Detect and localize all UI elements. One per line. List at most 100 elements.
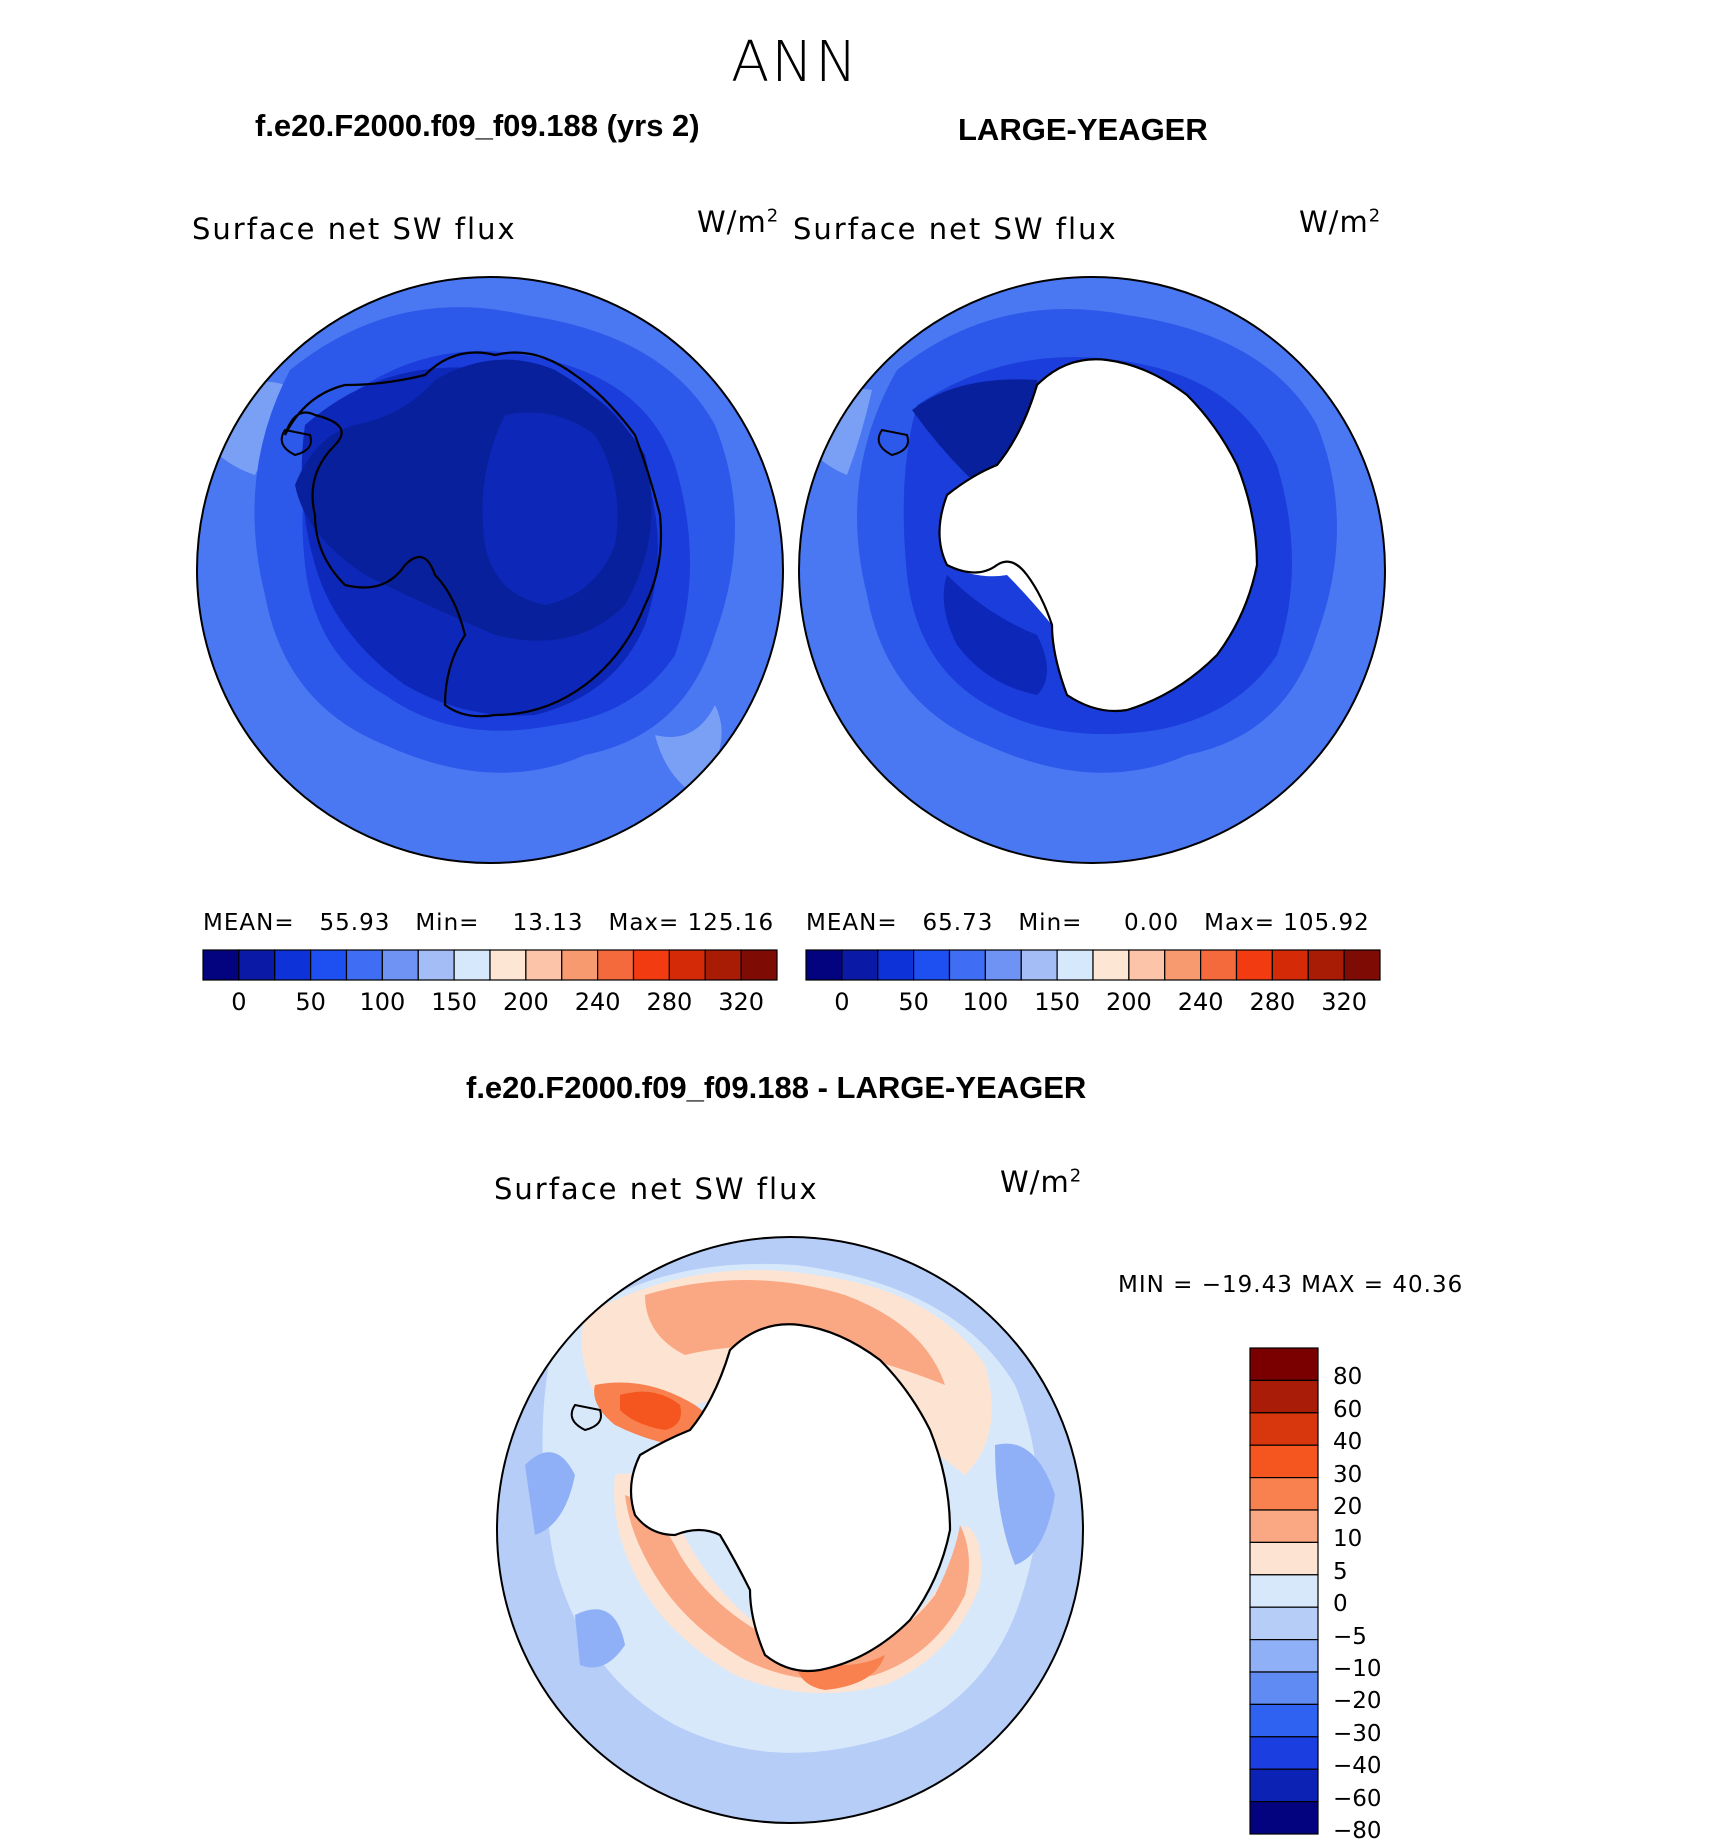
colorbar-swatch [597,949,635,981]
colorbar-swatch [310,949,348,981]
colorbar-swatch [1249,1477,1319,1511]
colorbar-swatch [1271,949,1309,981]
colorbar-swatch [489,949,527,981]
colorbar-swatch [1128,949,1166,981]
colorbar-tick-label: 0 [1333,1591,1348,1618]
colorbar-swatch [561,949,599,981]
season-title: ANN [730,30,860,95]
panel1-colorbar [202,949,778,981]
colorbar-swatch [1249,1541,1319,1576]
colorbar-tick-label: 100 [962,988,1009,1016]
panel1-colorbar-ticks: 0 50 100 150 200 240 280 320 [203,988,777,1018]
colorbar-swatch [1249,1379,1319,1414]
diff-panel-title: f.e20.F2000.f09_f09.188 - LARGE-YEAGER [466,1070,1087,1105]
colorbar-tick-label: 50 [295,988,326,1016]
panel2-colorbar [805,949,1381,981]
panel2-units: W/m2 [1299,205,1382,239]
panel1-variable-label: Surface net SW flux [192,212,517,246]
panel2-variable-label: Surface net SW flux [793,212,1118,246]
colorbar-swatch [948,949,986,981]
colorbar-swatch [1249,1347,1319,1382]
colorbar-swatch [453,949,491,981]
colorbar-tick-label: 280 [1249,988,1296,1016]
colorbar-tick-label: −30 [1333,1720,1382,1747]
diff-minmax: MIN = −19.43 MAX = 40.36 [1118,1272,1464,1298]
panel1-title: f.e20.F2000.f09_f09.188 (yrs 2) [255,108,700,143]
colorbar-tick-label: 100 [359,988,406,1016]
panel2-stats: MEAN= 65.73 Min= 0.00 Max= 105.92 [806,910,1370,936]
panel2-polar-map [798,276,1386,864]
colorbar-swatch [1343,949,1381,981]
colorbar-swatch [1249,1574,1319,1608]
colorbar-swatch [381,949,419,981]
colorbar-swatch [525,949,563,981]
colorbar-swatch [1249,1671,1319,1706]
colorbar-tick-label: 10 [1333,1526,1363,1553]
colorbar-tick-label: 280 [646,988,693,1016]
colorbar-swatch [1249,1509,1319,1544]
diff-units: W/m2 [1000,1165,1083,1199]
colorbar-swatch [1249,1703,1319,1738]
colorbar-tick-label: 240 [1177,988,1224,1016]
panel2-title: LARGE-YEAGER [958,112,1208,147]
colorbar-swatch [805,949,843,981]
diff-variable-label: Surface net SW flux [494,1172,819,1206]
colorbar-swatch [417,949,455,981]
colorbar-tick-label: 80 [1333,1364,1363,1391]
colorbar-tick-label: 320 [1321,988,1368,1016]
colorbar-swatch [1249,1736,1319,1770]
colorbar-tick-label: 0 [231,988,247,1016]
colorbar-tick-label: 30 [1333,1461,1363,1488]
panel2-colorbar-ticks: 0 50 100 150 200 240 280 320 [806,988,1380,1018]
colorbar-swatch [345,949,383,981]
colorbar-swatch [1249,1606,1319,1641]
colorbar-swatch [984,949,1022,981]
colorbar-swatch [1020,949,1058,981]
colorbar-swatch [877,949,915,981]
colorbar-tick-label: 0 [834,988,850,1016]
colorbar-swatch [274,949,312,981]
colorbar-swatch [1249,1639,1319,1673]
colorbar-swatch [704,949,742,981]
diff-colorbar [1249,1347,1319,1835]
colorbar-tick-label: 200 [1105,988,1152,1016]
colorbar-swatch [913,949,951,981]
diff-colorbar-labels: 80 60 40 30 20 10 5 0 −5 −10 −20 −30 −40 −60 −80 [1333,1348,1433,1844]
colorbar-tick-label: 20 [1333,1494,1363,1520]
colorbar-tick-label: −40 [1333,1753,1382,1780]
colorbar-tick-label: 5 [1333,1558,1348,1585]
colorbar-tick-label: 200 [502,988,549,1016]
colorbar-tick-label: 150 [431,988,478,1016]
colorbar-tick-label: 60 [1333,1396,1363,1423]
colorbar-tick-label: −60 [1333,1785,1382,1812]
diff-polar-map [496,1236,1084,1824]
colorbar-swatch [1235,949,1273,981]
colorbar-swatch [1056,949,1094,981]
colorbar-tick-label: 150 [1034,988,1081,1016]
colorbar-tick-label: 240 [574,988,621,1016]
colorbar-swatch [1249,1444,1319,1479]
colorbar-tick-label: −20 [1333,1688,1382,1715]
colorbar-tick-label: 40 [1333,1429,1363,1456]
panel1-stats: MEAN= 55.93 Min= 13.13 Max= 125.16 [203,910,775,936]
colorbar-swatch [1200,949,1238,981]
colorbar-tick-label: 50 [898,988,929,1016]
colorbar-swatch [1092,949,1130,981]
colorbar-tick-label: 320 [718,988,765,1016]
colorbar-tick-label: −5 [1333,1623,1367,1650]
colorbar-swatch [668,949,706,981]
colorbar-swatch [202,949,240,981]
colorbar-tick-label: −80 [1333,1818,1382,1844]
colorbar-swatch [632,949,670,981]
colorbar-swatch [1249,1768,1319,1803]
colorbar-swatch [1249,1801,1319,1835]
colorbar-swatch [1307,949,1345,981]
panel1-units: W/m2 [697,205,780,239]
colorbar-swatch [841,949,879,981]
panel1-polar-map [196,276,784,864]
colorbar-swatch [1164,949,1202,981]
colorbar-swatch [1249,1412,1319,1446]
colorbar-swatch [238,949,276,981]
colorbar-tick-label: −10 [1333,1656,1382,1682]
colorbar-swatch [740,949,778,981]
